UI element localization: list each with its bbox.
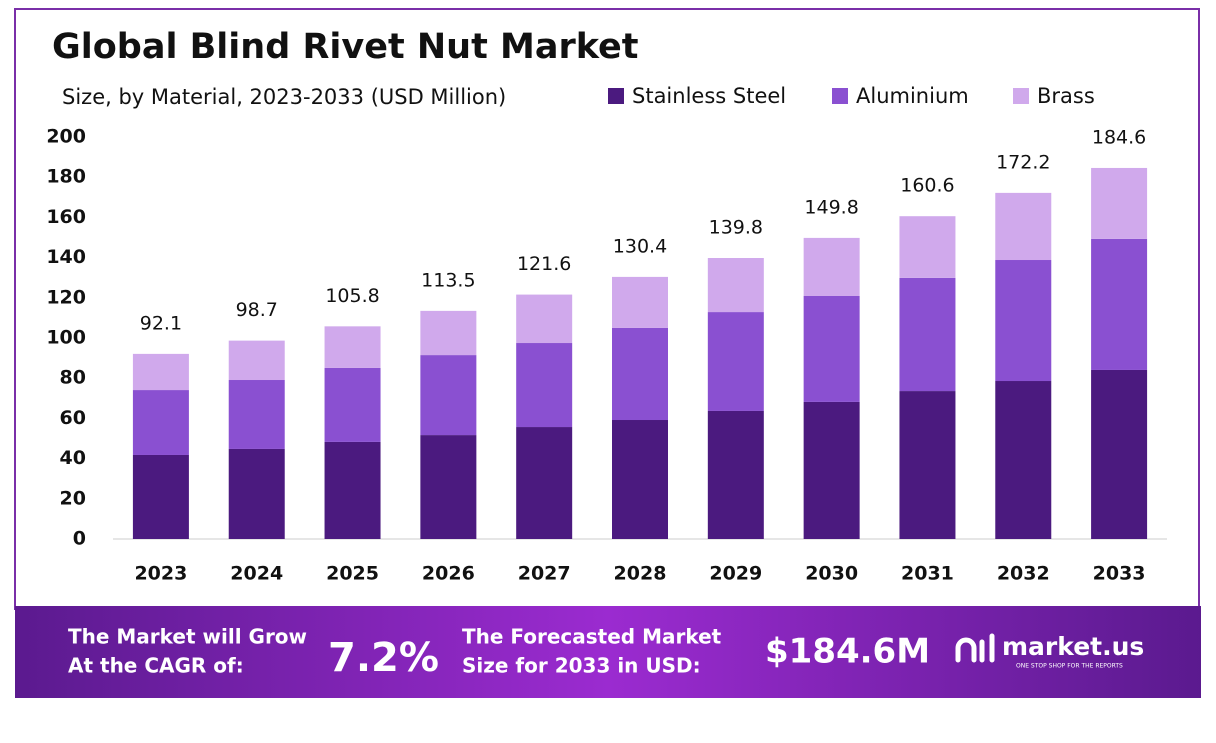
x-tick-label: 2032 [997,563,1050,585]
legend-swatch [832,88,848,104]
x-tick-label: 2033 [1093,563,1146,585]
x-tick-label: 2026 [422,563,475,585]
bar-segment [516,343,573,428]
legend-swatch [608,88,624,104]
bar-segment [899,277,956,392]
bar-segment [516,427,573,539]
cagr-label: The Market will Grow [68,625,307,649]
brand: market.us [1002,632,1144,661]
chart-title: Global Blind Rivet Nut Market [52,27,639,67]
x-tick-label: 2024 [230,563,283,585]
y-tick-label: 120 [46,286,86,308]
y-tick-label: 200 [46,126,86,148]
x-tick-label: 2031 [901,563,954,585]
y-tick-label: 100 [46,327,86,349]
y-tick-label: 20 [60,487,86,509]
bar-segment [1091,238,1148,370]
bar-segment [995,381,1052,539]
logo-icon [955,633,995,663]
bar-segment [228,340,285,381]
legend-label: Stainless Steel [632,84,786,108]
tagline: ONE STOP SHOP FOR THE REPORTS [1016,663,1123,670]
legend-swatch [1013,88,1029,104]
total-label: 98.7 [236,299,278,321]
bar-segment [803,401,860,539]
cagr-value: 7.2% [328,635,439,681]
forecast-label: Size for 2033 in USD: [462,654,701,678]
brand-logo [955,633,995,663]
total-label: 184.6 [1092,126,1146,148]
bar-segment [803,295,860,402]
bar-segment [612,327,668,421]
total-label: 172.2 [996,151,1050,173]
x-tick-label: 2025 [326,563,379,585]
total-label: 113.5 [421,269,475,291]
bar-segment [899,391,956,539]
total-label: 92.1 [140,312,182,334]
forecast-value: $184.6M [765,632,930,672]
chart-subtitle: Size, by Material, 2023-2033 (USD Millio… [62,85,506,109]
legend-label: Brass [1037,84,1095,108]
legend-label: Aluminium [856,84,969,108]
footer-banner [15,606,1201,698]
bar-segment [228,380,285,449]
cagr-label: At the CAGR of: [68,654,244,678]
bar-segment [324,367,381,442]
x-tick-label: 2030 [805,563,858,585]
bar-segment [420,310,477,356]
bar-segment [1091,167,1148,239]
bar-segment [995,192,1052,261]
total-label: 130.4 [613,235,667,257]
bar-segment [707,312,764,411]
x-tick-label: 2027 [518,563,571,585]
total-label: 105.8 [325,285,379,307]
bar-segment [132,390,189,455]
bar-segment [995,260,1052,382]
y-tick-label: 160 [46,206,86,228]
y-tick-label: 180 [46,166,86,188]
y-tick-label: 0 [73,528,86,550]
total-label: 139.8 [709,217,763,239]
bar-segment [132,353,189,391]
bar-segment [324,441,381,539]
bar-segment [324,326,381,368]
y-tick-label: 60 [60,407,86,429]
bar-segment [1091,369,1148,539]
x-tick-label: 2023 [134,563,187,585]
bar-segment [228,448,285,539]
bar-segment [612,420,668,539]
bar-segment [707,258,764,313]
bar-segment [803,237,860,296]
bar-segment [612,276,668,328]
total-label: 149.8 [804,196,858,218]
x-tick-label: 2029 [709,563,762,585]
y-tick-label: 80 [60,367,86,389]
y-tick-label: 140 [46,246,86,268]
y-tick-label: 40 [60,447,86,469]
bar-segment [899,216,956,278]
forecast-label: The Forecasted Market [462,625,722,649]
bar-segment [420,435,477,539]
bar-segment [707,410,764,539]
total-label: 121.6 [517,253,571,275]
bar-segment [516,294,573,344]
x-tick-label: 2028 [614,563,667,585]
bar-segment [132,454,189,539]
total-label: 160.6 [900,175,954,197]
bar-segment [420,355,477,436]
legend: Stainless Steel Aluminium Brass [608,84,1095,108]
